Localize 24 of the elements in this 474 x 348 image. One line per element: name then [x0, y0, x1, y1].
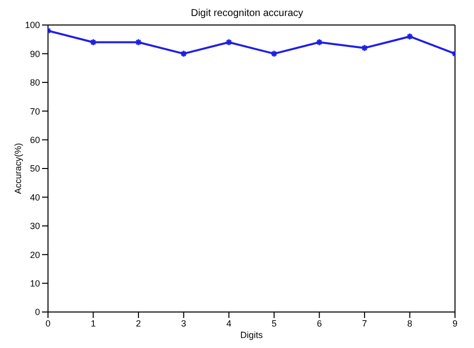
y-tick-label: 30	[30, 221, 40, 232]
x-tick-label: 0	[45, 318, 51, 328]
y-tick-label: 70	[30, 106, 40, 116]
x-tick-label: 1	[90, 318, 96, 328]
x-tick-label: 7	[362, 318, 368, 328]
y-tick-label: 90	[30, 48, 40, 59]
x-tick-label: 5	[272, 318, 277, 328]
y-tick-label: 20	[30, 250, 40, 260]
x-tick-label: 2	[136, 318, 141, 328]
y-tick-label: 60	[30, 134, 40, 145]
x-tick-label: 6	[316, 318, 322, 328]
y-tick-label: 0	[34, 307, 40, 318]
y-tick-label: 40	[30, 192, 40, 202]
y-tick-label: 10	[30, 278, 40, 288]
y-axis-title: Accuracy(%)	[13, 142, 24, 194]
x-tick-label: 3	[181, 318, 186, 328]
x-axis-title: Digits	[240, 330, 264, 340]
x-tick-label: 4	[226, 318, 232, 328]
y-tick-label: 100	[24, 20, 40, 30]
x-tick-label: 9	[452, 318, 458, 328]
chart-title: Digit recogniton accuracy	[190, 8, 304, 20]
y-tick-label: 50	[30, 164, 40, 174]
x-tick-label: 8	[407, 318, 412, 328]
y-tick-label: 80	[30, 78, 40, 88]
